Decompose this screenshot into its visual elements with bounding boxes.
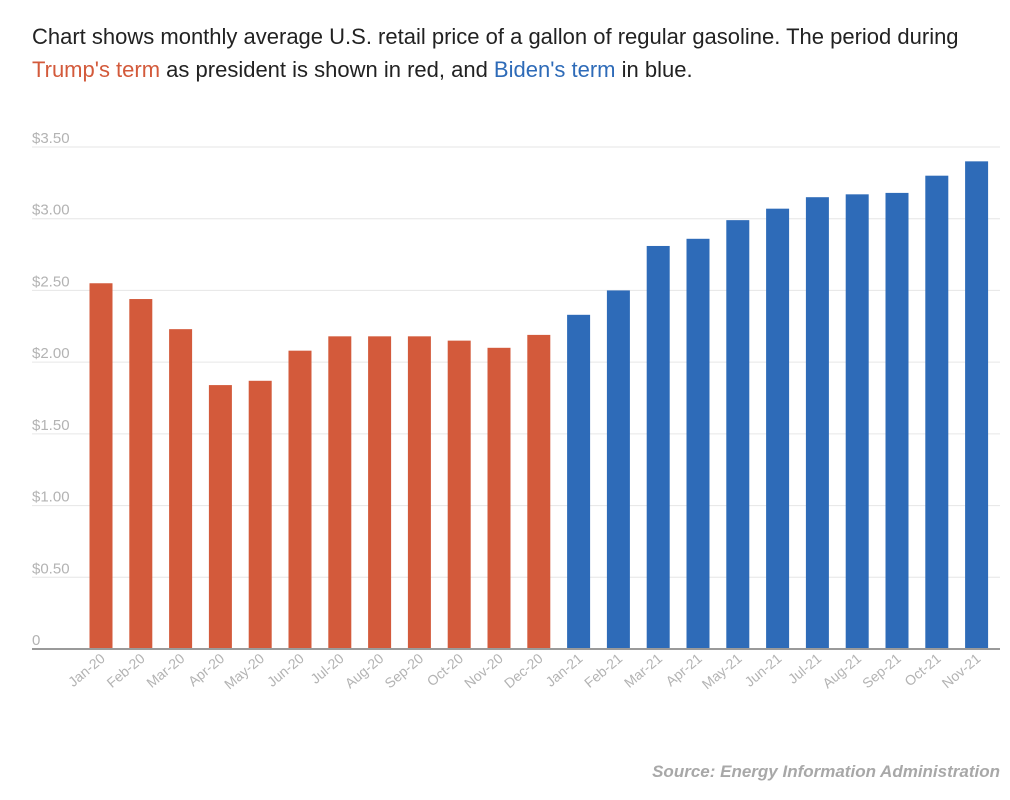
x-tick-label: Apr-20 [185,650,228,689]
gas-price-bar-chart: 0 $0.50 $1.00 $1.50 $2.00 $2.50 $3.00 $3.50 Jan-… [32,130,1000,692]
bar-jan-21 [567,314,591,649]
bar-aug-21 [845,194,869,649]
caption-intro: Chart shows monthly average U.S. retail … [32,24,959,49]
y-tick-label: $0.50 [32,560,70,577]
bar-sep-20 [407,336,431,649]
bar-mar-21 [646,245,670,650]
caption-middle: as president is shown in red, and [160,57,494,82]
source-note: Source: Energy Information Administratio… [652,762,1000,781]
x-tick-label: Apr-21 [662,650,705,689]
bar-feb-20 [129,299,153,649]
biden-term-label: Biden's term [493,57,616,82]
x-tick-label: Jan-21 [542,650,585,690]
x-tick-label: Jun-21 [741,650,784,690]
x-tick-label: Sep-21 [859,650,904,691]
bar-aug-20 [368,336,392,649]
x-tick-label: Aug-20 [342,650,387,691]
y-tick-label: $2.00 [32,345,70,362]
bar-oct-20 [447,340,471,649]
x-tick-label: Nov-21 [939,650,984,691]
y-tick-label: $1.00 [32,489,70,506]
y-tick-label: 0 [32,632,40,649]
trump-term-label: Trump's term [32,57,161,82]
x-tick-label: Mar-20 [143,650,187,691]
y-tick-label: $1.50 [32,417,70,434]
x-tick-label: Jul-20 [307,650,347,687]
y-tick-label: $3.50 [32,130,70,147]
x-tick-label: Dec-20 [501,650,546,691]
x-tick-label: Nov-20 [461,650,506,691]
bar-dec-20 [527,334,551,649]
x-tick-label: Aug-21 [819,650,864,691]
bar-oct-21 [925,175,949,649]
x-tick-label: Feb-21 [581,650,625,691]
bar-nov-21 [965,161,989,650]
bar-may-21 [726,220,750,650]
x-tick-label: Mar-21 [621,650,665,691]
bar-mar-20 [169,329,193,649]
bar-apr-21 [686,238,710,649]
bar-nov-20 [487,347,511,649]
bar-may-20 [248,380,272,649]
x-tick-label: Oct-20 [424,650,467,689]
bar-sep-21 [885,192,909,649]
x-tick-label: Feb-20 [103,650,147,691]
bar-jan-20 [89,283,113,649]
bar-jun-21 [766,208,790,649]
bar-jul-20 [328,336,352,649]
x-tick-label: Sep-20 [381,650,426,691]
x-tick-label: Jan-20 [65,650,108,690]
bar-jul-21 [805,197,829,649]
x-tick-label: Jun-20 [264,650,307,690]
x-tick-label: Jul-21 [785,650,825,687]
bar-feb-21 [606,290,630,649]
bar-jun-20 [288,350,312,649]
bar-apr-20 [208,385,232,649]
x-tick-label: May-20 [221,650,267,692]
x-tick-label: May-21 [699,650,745,692]
x-tick-label: Oct-21 [901,650,944,689]
caption-end: in blue. [615,57,693,82]
y-tick-label: $2.50 [32,273,70,290]
chart-caption: Chart shows monthly average U.S. retail … [32,20,992,86]
y-tick-label: $3.00 [32,202,70,219]
